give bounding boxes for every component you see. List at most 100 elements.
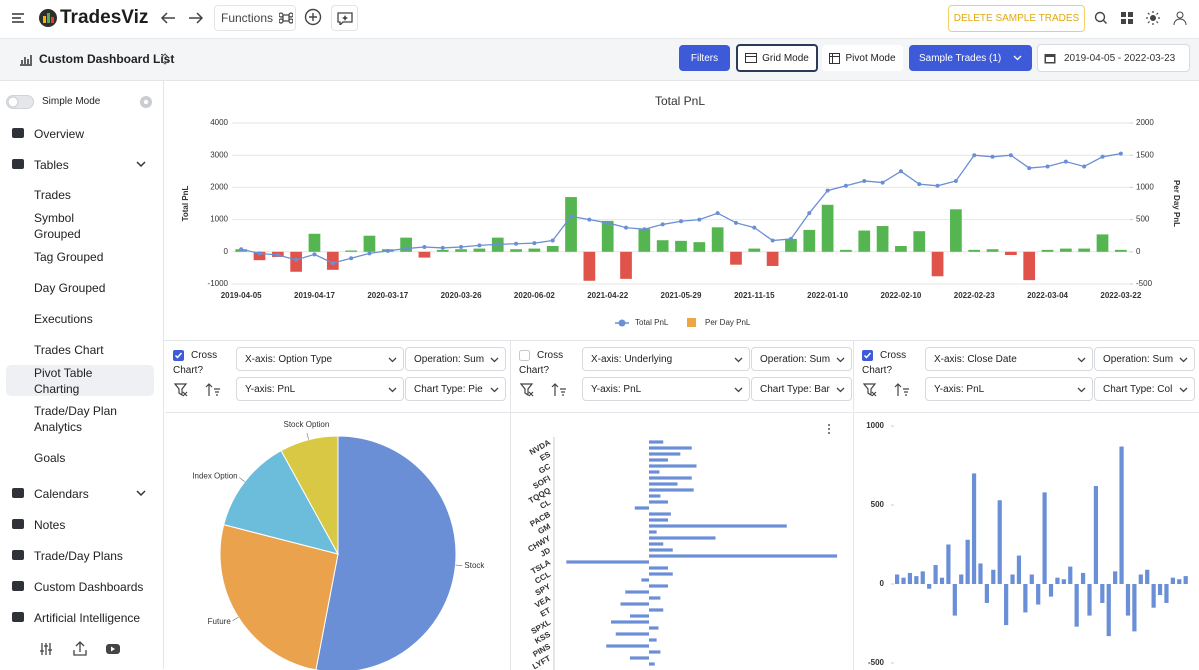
bar <box>895 574 900 584</box>
pie-slice <box>280 435 339 555</box>
bar <box>952 584 957 616</box>
operation-select[interactable]: Operation: Sum <box>751 347 852 371</box>
sidebar-subitem[interactable]: Goals <box>0 442 162 473</box>
sidebar-item[interactable]: Notes <box>0 509 162 540</box>
bar <box>649 446 692 450</box>
bar <box>927 584 932 589</box>
y-tick-label: VEA <box>533 594 552 610</box>
sidebar-item[interactable]: Artificial Intelligence <box>0 602 162 633</box>
sidebar-subitem[interactable]: Trades Chart <box>0 334 162 365</box>
bar <box>649 458 668 462</box>
sidebar-subitem[interactable]: Trades <box>0 179 162 210</box>
menu-icon[interactable] <box>11 11 25 25</box>
sidebar-subitem-label: Tag Grouped <box>34 249 104 264</box>
bar <box>649 518 668 522</box>
y-tick-label: 3000 <box>210 150 228 159</box>
line-point <box>843 183 848 188</box>
y-axis-select[interactable]: Y-axis: PnL <box>582 377 750 401</box>
caret-path <box>388 387 397 393</box>
line-point <box>697 217 702 222</box>
pivot-mode-button[interactable]: Pivot Mode <box>822 45 903 71</box>
sidebar-bottom-icons <box>40 641 120 656</box>
sidebar-subitem-label: Symbol Grouped <box>34 210 81 241</box>
sidebar-subitem[interactable]: Symbol Grouped <box>0 210 162 241</box>
cross-chart-checkbox <box>519 350 530 361</box>
operation-select[interactable]: Operation: Sum <box>405 347 506 371</box>
bar <box>1093 486 1099 584</box>
bar <box>986 249 999 252</box>
y-tick-label: 2000 <box>210 183 228 192</box>
top-bar: TradesViz Functions DELETE SAMPLE TRADES <box>0 0 1199 39</box>
toggle-knob <box>7 96 19 108</box>
delete-sample-button[interactable]: DELETE SAMPLE TRADES <box>948 5 1085 32</box>
filters-button[interactable]: Filters <box>679 45 730 71</box>
sidebar-subitem[interactable]: Day Grouped <box>0 272 162 303</box>
sidebar-item[interactable]: Overview <box>0 118 162 149</box>
caret-path <box>1077 357 1086 363</box>
chart-type-select[interactable]: Chart Type: Col <box>1094 377 1195 401</box>
y-axis-select-label: Y-axis: PnL <box>245 383 296 395</box>
controls-divider <box>854 412 1199 413</box>
caret <box>388 387 397 393</box>
bar <box>1138 574 1143 584</box>
line-point <box>898 169 903 174</box>
sidebar-subitem[interactable]: Pivot Table Charting <box>6 365 154 396</box>
sample-trades-label: Sample Trades (1) <box>919 52 1002 64</box>
pie-label: Index Option <box>192 471 237 480</box>
x-axis-select[interactable]: X-axis: Option Type <box>236 347 404 371</box>
caret <box>1179 387 1188 393</box>
bar <box>583 251 596 281</box>
caret <box>734 357 743 363</box>
bar <box>620 251 632 279</box>
x-tick-label: 2022-03-04 <box>1027 291 1068 300</box>
sidebar-item[interactable]: Calendars <box>0 478 162 509</box>
line-point <box>660 222 665 227</box>
bar <box>1042 492 1047 584</box>
functions-label: Functions <box>221 11 274 25</box>
y-axis-select-label: Y-axis: PnL <box>591 383 642 395</box>
dashboard-list[interactable]: Custom Dashboard List <box>39 52 175 66</box>
add-icon[interactable] <box>304 8 322 26</box>
bar <box>611 620 649 624</box>
sidebar-subitem-label: Pivot Table Charting <box>34 365 93 396</box>
x-tick-label: 2022-02-10 <box>880 291 921 300</box>
x-axis-select[interactable]: X-axis: Close Date <box>925 347 1093 371</box>
sidebar-item[interactable]: Trade/Day Plans <box>0 540 162 571</box>
bar <box>1061 579 1066 584</box>
y-axis-select[interactable]: Y-axis: PnL <box>925 377 1093 401</box>
nav-arrows[interactable] <box>160 10 204 26</box>
line-point <box>349 256 354 261</box>
bar <box>1080 572 1086 584</box>
bar <box>1177 579 1182 584</box>
sidebar-subitem[interactable]: Executions <box>0 303 162 334</box>
grid-mode-button[interactable]: Grid Mode <box>736 44 818 72</box>
date-range[interactable]: 2019-04-05 - 2022-03-23 <box>1037 44 1190 72</box>
line-point <box>1027 166 1032 171</box>
header-icons[interactable] <box>1094 10 1194 26</box>
functions-button[interactable]: Functions <box>214 5 296 31</box>
y-axis-select[interactable]: Y-axis: PnL <box>236 377 404 401</box>
date-range-label: 2019-04-05 - 2022-03-23 <box>1064 52 1176 64</box>
legend-dot <box>618 319 626 327</box>
chart-type-select[interactable]: Chart Type: Bar <box>751 377 852 401</box>
sample-trades-select[interactable]: Sample Trades (1) <box>909 45 1032 71</box>
bar <box>1145 569 1150 584</box>
line-point <box>459 244 464 249</box>
line-point <box>1100 154 1105 159</box>
bar <box>971 473 977 584</box>
bar <box>920 571 925 584</box>
x-axis-select[interactable]: X-axis: Underlying <box>582 347 750 371</box>
y-tick-label: 0 <box>224 247 229 256</box>
line-point <box>1082 164 1087 169</box>
bar <box>649 566 668 570</box>
sidebar-item-label: Custom Dashboards <box>34 579 144 594</box>
sidebar-item[interactable]: Tables <box>0 149 162 180</box>
ai-button[interactable] <box>331 5 358 31</box>
bar <box>1059 248 1072 252</box>
operation-select[interactable]: Operation: Sum <box>1094 347 1195 371</box>
sidebar-item[interactable]: Custom Dashboards <box>0 571 162 602</box>
sidebar-subitem[interactable]: Tag Grouped <box>0 241 162 272</box>
brand[interactable]: TradesViz <box>60 7 149 28</box>
chart-type-select[interactable]: Chart Type: Pie <box>405 377 506 401</box>
sidebar-subitem[interactable]: Trade/Day Plan Analytics <box>0 396 162 442</box>
